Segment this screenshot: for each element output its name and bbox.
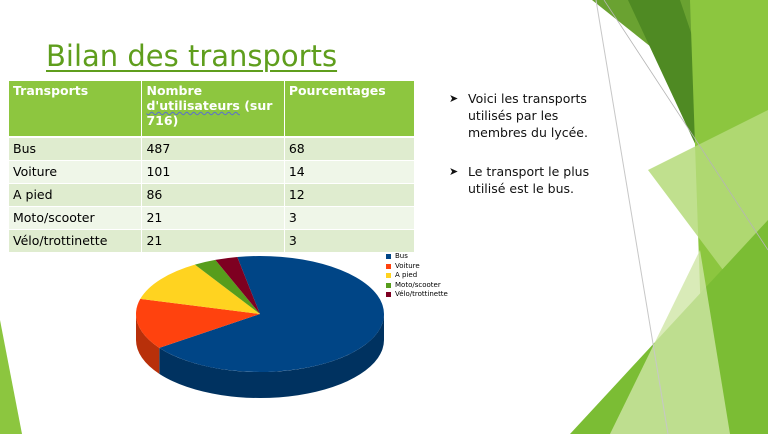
bullet-text: Voici les transports utilisés par les me…	[468, 91, 588, 140]
table-row: Vélo/trottinette 21 3	[9, 230, 415, 253]
cell-users: 86	[142, 184, 285, 207]
arrowhead-bullet-icon: ➤	[449, 92, 459, 105]
legend-swatch	[386, 292, 391, 298]
pie-slice-moto-scooter	[194, 259, 260, 314]
legend-label: Voiture	[395, 261, 420, 270]
pie-side-bus	[159, 314, 384, 398]
header-user-count-line1: Nombre	[146, 83, 203, 98]
deco-shape-left	[0, 320, 22, 434]
legend-swatch	[386, 254, 391, 260]
header-user-count-line3: (sur 716)	[146, 98, 273, 128]
bullet-text: Le transport le plus utilisé est le bus.	[468, 164, 590, 196]
transport-table: Transports Nombre d'utilisateurs (sur 716…	[9, 81, 415, 253]
pie-slice-voiture	[136, 298, 260, 348]
header-user-count: Nombre d'utilisateurs (sur 716)	[142, 81, 285, 138]
legend-label: Bus	[395, 252, 408, 260]
header-user-count-line2: d'utilisateurs	[146, 98, 240, 113]
bullet-item: ➤ Le transport le plus utilisé est le bu…	[447, 163, 597, 197]
bullet-item: ➤ Voici les transports utilisés par les …	[447, 90, 597, 141]
pie-side-voiture	[136, 314, 160, 374]
chart-legend: Bus Voiture A pied Moto/scooter Vélo/tro…	[386, 252, 448, 300]
legend-label: Vélo/trottinette	[395, 290, 448, 298]
header-percentages: Pourcentages	[284, 81, 415, 138]
table-header-row: Transports Nombre d'utilisateurs (sur 716…	[9, 81, 415, 138]
cell-users: 101	[142, 161, 285, 184]
cell-transport: Vélo/trottinette	[9, 230, 143, 253]
legend-item: Bus	[386, 252, 448, 262]
pie-slice-bus	[159, 256, 384, 372]
pie-chart	[136, 256, 384, 398]
cell-users: 21	[142, 207, 285, 230]
legend-item: Voiture	[386, 262, 448, 272]
legend-label: Moto/scooter	[395, 280, 441, 289]
legend-item: Vélo/trottinette	[386, 290, 448, 300]
table-row: Moto/scooter 21 3	[9, 207, 415, 230]
cell-percentage: 68	[284, 138, 415, 161]
deco-line-2	[603, 0, 768, 251]
legend-item: Moto/scooter	[386, 281, 448, 291]
deco-line-1	[595, 0, 669, 434]
deco-shape-pale-facet	[610, 250, 730, 434]
legend-swatch	[386, 263, 391, 269]
cell-users: 487	[142, 138, 285, 161]
table-row: Bus 487 68	[9, 138, 415, 161]
cell-percentage: 14	[284, 161, 415, 184]
legend-label: A pied	[395, 271, 418, 279]
cell-percentage: 12	[284, 184, 415, 207]
cell-transport: Voiture	[9, 161, 143, 184]
cell-percentage: 3	[284, 230, 415, 253]
slide-title: Bilan des transports	[46, 39, 338, 73]
pie-slice-a-pied	[140, 264, 260, 314]
pie-slice-velo-trottinette	[215, 256, 260, 314]
cell-transport: Moto/scooter	[9, 207, 143, 230]
table-row: Voiture 101 14	[9, 161, 415, 184]
cell-transport: Bus	[9, 138, 143, 161]
cell-percentage: 3	[284, 207, 415, 230]
legend-swatch	[386, 282, 391, 288]
cell-transport: A pied	[9, 184, 143, 207]
bullet-list: ➤ Voici les transports utilisés par les …	[447, 90, 597, 219]
legend-swatch	[386, 273, 391, 279]
table-row: A pied 86 12	[9, 184, 415, 207]
arrowhead-bullet-icon: ➤	[449, 165, 459, 178]
cell-users: 21	[142, 230, 285, 253]
legend-item: A pied	[386, 271, 448, 281]
header-transports: Transports	[9, 81, 143, 138]
